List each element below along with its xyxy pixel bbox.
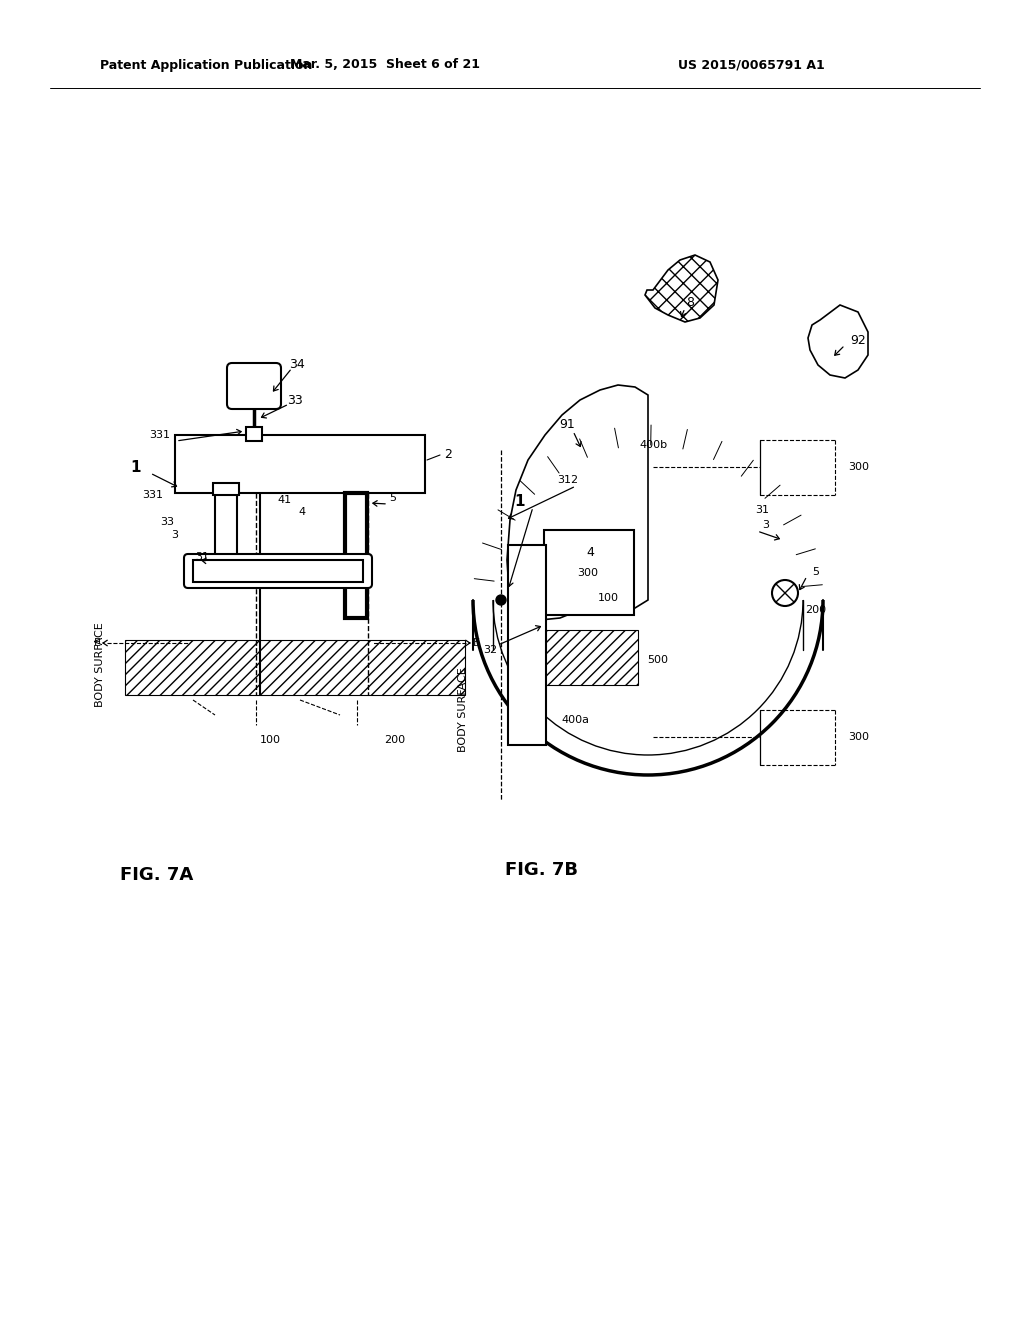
- Bar: [125, 640, 465, 696]
- Text: 4: 4: [298, 507, 305, 517]
- Text: 400a: 400a: [561, 715, 589, 725]
- Text: 331: 331: [142, 490, 163, 500]
- Text: 300: 300: [848, 462, 869, 473]
- Text: 200: 200: [805, 605, 826, 615]
- Text: BODY SURFACE: BODY SURFACE: [95, 623, 105, 708]
- Circle shape: [496, 595, 506, 605]
- Text: 1: 1: [515, 495, 525, 510]
- Text: 4: 4: [586, 546, 594, 560]
- Text: 500: 500: [647, 655, 669, 665]
- Bar: [508, 630, 638, 685]
- Text: 300: 300: [578, 568, 598, 578]
- Text: 1: 1: [131, 461, 141, 475]
- Text: 312: 312: [557, 475, 579, 484]
- Text: 8: 8: [686, 296, 694, 309]
- Polygon shape: [645, 255, 718, 322]
- Text: E: E: [472, 638, 479, 648]
- Text: 2: 2: [444, 449, 452, 462]
- Bar: [175, 436, 425, 492]
- Text: 91: 91: [559, 418, 574, 432]
- Bar: [508, 545, 546, 744]
- Text: Patent Application Publication: Patent Application Publication: [100, 58, 312, 71]
- Bar: [246, 426, 262, 441]
- Text: 400b: 400b: [639, 440, 667, 450]
- Polygon shape: [507, 385, 648, 620]
- Text: E: E: [93, 638, 100, 648]
- Text: Mar. 5, 2015  Sheet 6 of 21: Mar. 5, 2015 Sheet 6 of 21: [290, 58, 480, 71]
- Text: 32: 32: [483, 645, 497, 655]
- Text: 31: 31: [755, 506, 769, 515]
- Text: BODY SURFACE: BODY SURFACE: [458, 668, 468, 752]
- Circle shape: [772, 579, 798, 606]
- Text: 5: 5: [389, 492, 396, 503]
- Text: 92: 92: [850, 334, 865, 346]
- Polygon shape: [808, 305, 868, 378]
- Text: 3: 3: [171, 531, 178, 540]
- Text: 41: 41: [278, 495, 292, 506]
- Text: 3: 3: [762, 520, 769, 531]
- Bar: [215, 492, 237, 583]
- Text: 31: 31: [195, 552, 209, 562]
- Text: 100: 100: [259, 735, 281, 744]
- Text: 200: 200: [384, 735, 406, 744]
- Text: 33: 33: [160, 517, 174, 527]
- Bar: [213, 483, 239, 495]
- Bar: [193, 560, 362, 582]
- FancyBboxPatch shape: [184, 554, 372, 587]
- Bar: [544, 531, 634, 615]
- Text: FIG. 7B: FIG. 7B: [505, 861, 578, 879]
- Text: 300: 300: [848, 733, 869, 742]
- Text: US 2015/0065791 A1: US 2015/0065791 A1: [678, 58, 824, 71]
- Text: 33: 33: [287, 393, 303, 407]
- Text: 5: 5: [812, 568, 819, 577]
- Text: 34: 34: [289, 358, 305, 371]
- Text: FIG. 7A: FIG. 7A: [120, 866, 194, 884]
- Text: 100: 100: [597, 593, 618, 603]
- Bar: [345, 492, 367, 618]
- FancyBboxPatch shape: [227, 363, 281, 409]
- Text: 331: 331: [150, 430, 171, 440]
